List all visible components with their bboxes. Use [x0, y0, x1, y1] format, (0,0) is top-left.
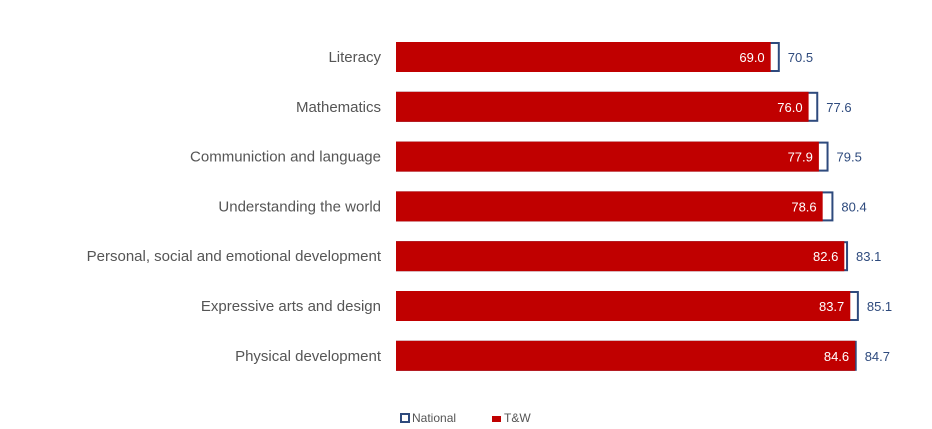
tw-bar: [396, 340, 856, 371]
national-value-label: 79.5: [837, 150, 862, 165]
tw-value-label: 83.7: [819, 299, 844, 314]
legend-national-label: National: [412, 411, 456, 425]
tw-bar: [396, 42, 771, 72]
bar-row: Personal, social and emotional developme…: [87, 241, 881, 272]
tw-bar: [396, 91, 809, 122]
tw-value-label: 82.6: [813, 249, 838, 264]
bar-row: Physical development 84.6 84.7: [235, 340, 890, 371]
category-label: Literacy: [328, 49, 381, 66]
category-label: Mathematics: [296, 99, 381, 116]
national-value-label: 83.1: [856, 249, 881, 264]
tw-bar: [396, 241, 845, 272]
category-label: Communiction and language: [190, 149, 381, 166]
tw-bar: [396, 141, 819, 172]
national-value-label: 84.7: [865, 349, 890, 364]
bar-row: Understanding the world 78.6 80.4: [218, 191, 867, 222]
category-label: Expressive arts and design: [201, 298, 381, 315]
national-value-label: 85.1: [867, 299, 892, 314]
national-value-label: 70.5: [788, 50, 813, 65]
national-value-label: 80.4: [841, 199, 866, 214]
legend: National T&W: [400, 411, 531, 425]
tw-value-label: 76.0: [777, 100, 802, 115]
tw-value-label: 78.6: [791, 199, 816, 214]
legend-tw-swatch: [492, 416, 501, 422]
legend-tw-label: T&W: [504, 411, 531, 425]
national-value-label: 77.6: [826, 100, 851, 115]
bar-row: Expressive arts and design 83.7 85.1: [201, 291, 892, 321]
tw-value-label: 84.6: [824, 349, 849, 364]
category-label: Physical development: [235, 348, 382, 365]
bar-row: Mathematics 76.0 77.6: [296, 91, 852, 122]
tw-bar: [396, 291, 851, 321]
bar-row: Communiction and language 77.9 79.5: [190, 141, 862, 172]
tw-value-label: 77.9: [788, 150, 813, 165]
tw-value-label: 69.0: [739, 50, 764, 65]
category-label: Personal, social and emotional developme…: [87, 248, 382, 265]
bars: Literacy 69.0 70.5 Mathematics 76.0 77.6 Commu…: [87, 42, 892, 371]
tw-bar: [396, 191, 823, 222]
legend-national-swatch: [400, 413, 410, 423]
bar-row: Literacy 69.0 70.5: [328, 42, 813, 72]
category-label: Understanding the world: [218, 198, 381, 215]
